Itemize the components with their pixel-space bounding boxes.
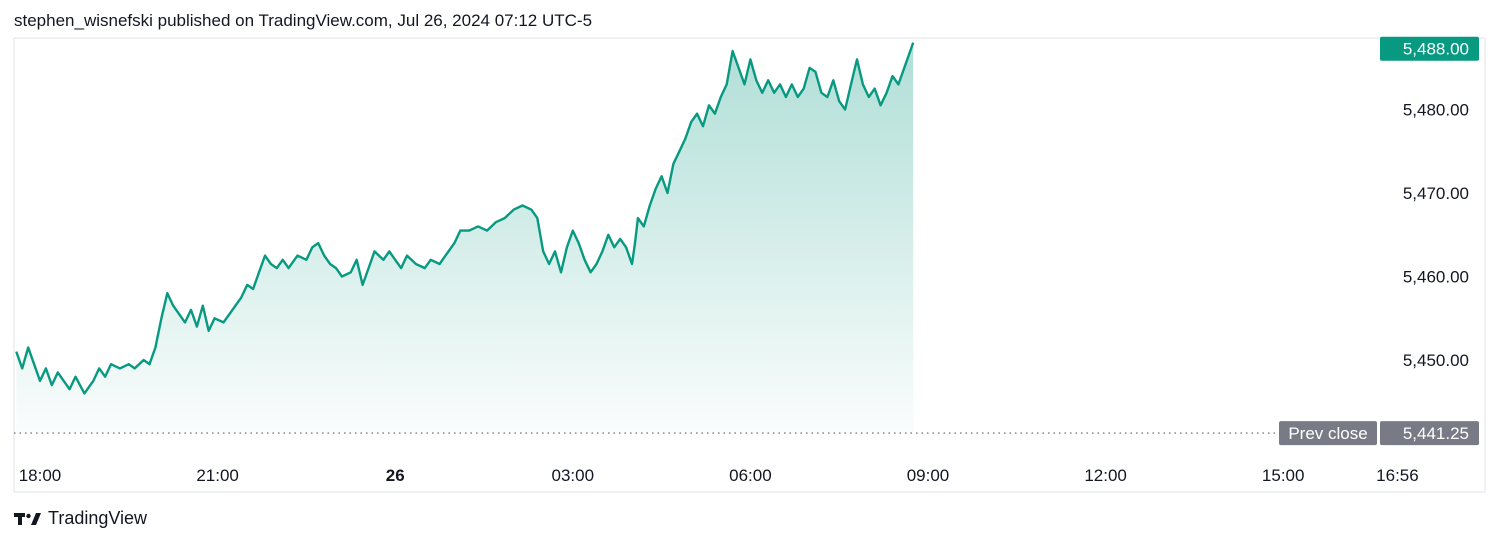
y-tick-label: 5,450.00 <box>1403 351 1469 370</box>
x-tick-label: 26 <box>386 466 405 485</box>
x-tick-label: 18:00 <box>19 466 62 485</box>
tradingview-logo[interactable]: TradingView <box>14 508 147 529</box>
price-line <box>15 42 915 395</box>
brand-name: TradingView <box>48 508 148 528</box>
tradingview-logo-icon <box>14 512 41 525</box>
x-tick-label: 12:00 <box>1084 466 1127 485</box>
x-tick-label: 09:00 <box>907 466 950 485</box>
x-tick-label: 21:00 <box>196 466 239 485</box>
price-area-fill <box>16 42 914 434</box>
last-price-tag <box>1380 36 1479 61</box>
x-tick-label: 06:00 <box>729 466 772 485</box>
last-price-label: 5,488.00 <box>1403 40 1469 59</box>
prev-close-text: Prev close <box>1288 424 1367 443</box>
prev-close-value-tag <box>1380 421 1479 446</box>
y-tick-label: 5,460.00 <box>1403 268 1469 287</box>
x-tick-label: 15:00 <box>1262 466 1305 485</box>
y-tick-label: 5,470.00 <box>1403 184 1469 203</box>
y-tick-label: 5,480.00 <box>1403 101 1469 120</box>
x-tick-label: 03:00 <box>552 466 595 485</box>
prev-close-tag <box>1279 421 1377 446</box>
publisher-line: stephen_wisnefski published on TradingVi… <box>14 11 593 30</box>
x-tick-label: 16:56 <box>1376 466 1419 485</box>
prev-close-value: 5,441.25 <box>1403 424 1469 443</box>
